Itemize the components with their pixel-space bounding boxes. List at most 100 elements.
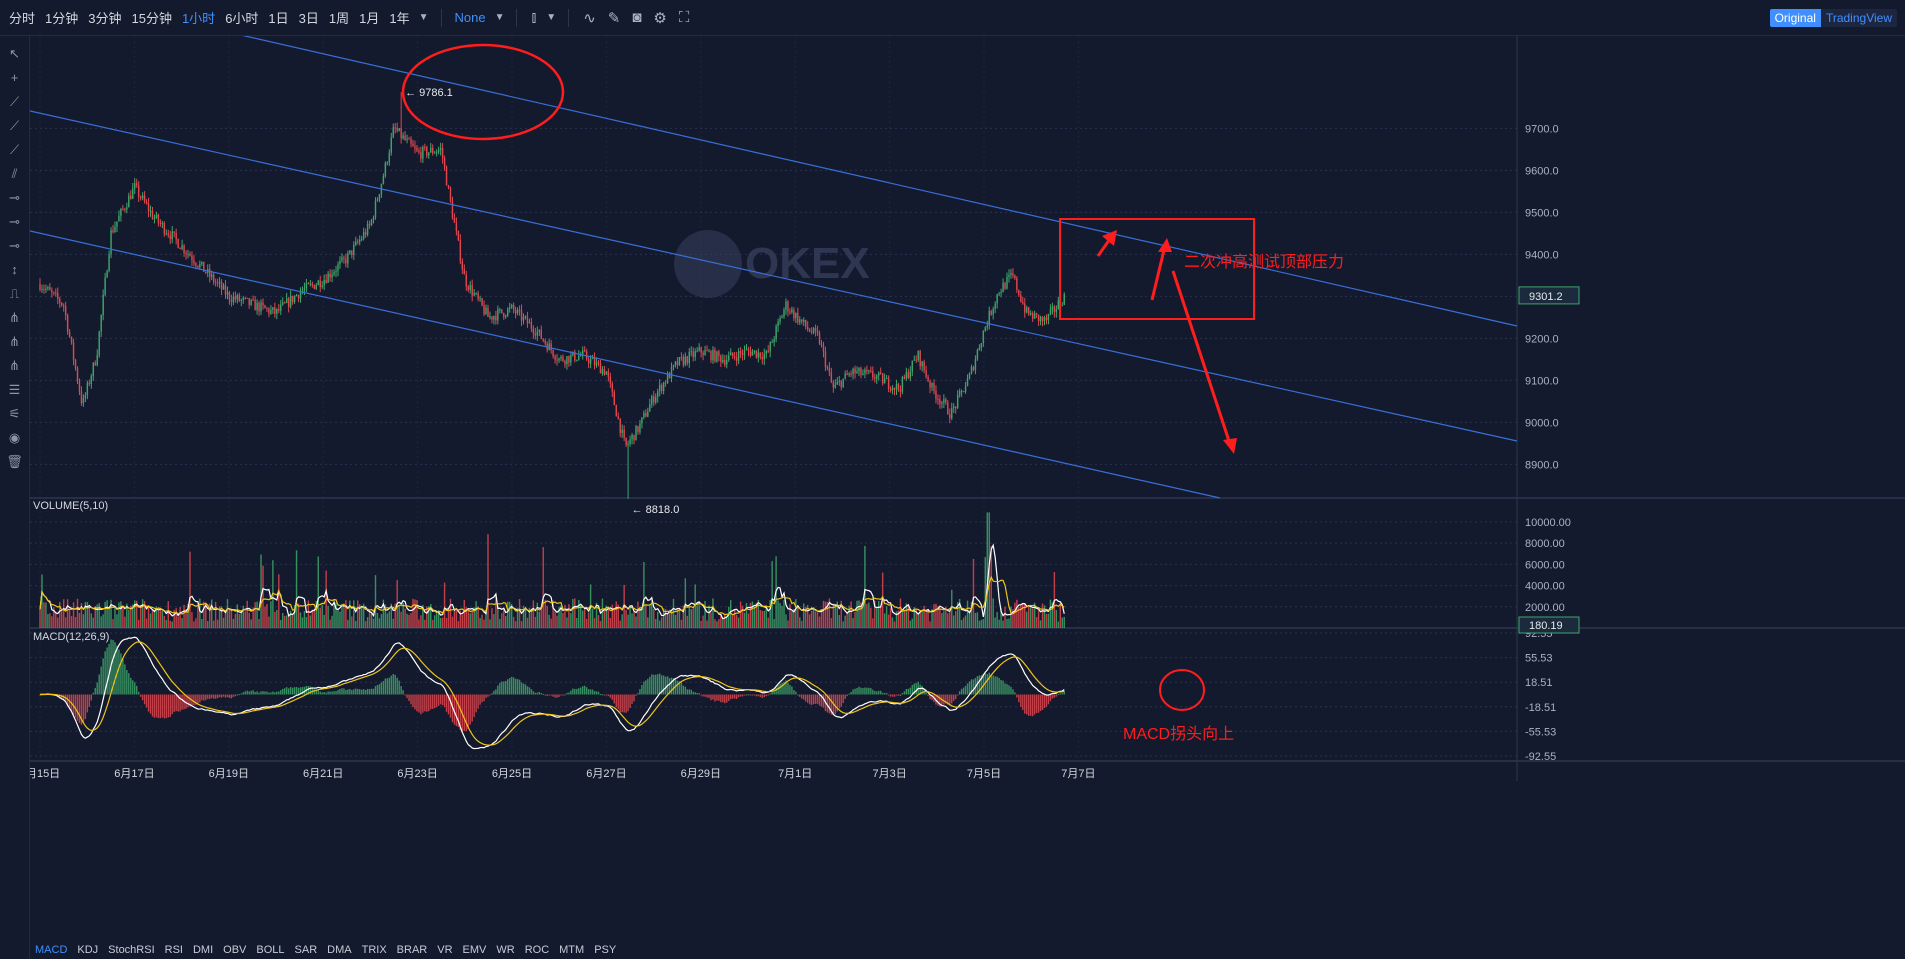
interval-10[interactable]: 1年 (389, 11, 410, 26)
candle-body (617, 416, 619, 419)
indicator-icon[interactable]: ∿ (583, 9, 596, 27)
camera-icon[interactable]: ◙ (632, 9, 642, 26)
candle-body (1014, 275, 1016, 279)
macd-histogram-bar (852, 689, 854, 695)
fib-fan-icon[interactable]: ⋔ (9, 358, 20, 373)
volume-bar (139, 605, 142, 628)
price-line-icon[interactable]: ⎍ (9, 286, 20, 301)
gann-icon[interactable]: ☰ (8, 382, 21, 397)
indicator-tab-emv[interactable]: EMV (462, 944, 487, 956)
indicator-tab-obv[interactable]: OBV (223, 944, 247, 956)
indicator-tab-vr[interactable]: VR (437, 944, 453, 956)
candle-body (643, 413, 645, 418)
source-original-button[interactable]: Original (1769, 9, 1821, 27)
volume-bar (905, 603, 908, 628)
ray-icon[interactable]: ⟋ (9, 118, 20, 133)
indicator-select[interactable]: None (454, 10, 486, 25)
indicator-tab-kdj[interactable]: KDJ (77, 944, 99, 956)
cursor-icon[interactable]: ↖ (9, 46, 20, 61)
indicator-dropdown-icon[interactable]: ▼ (494, 12, 505, 23)
indicator-tab-dmi[interactable]: DMI (192, 944, 214, 956)
visibility-icon[interactable]: ◉ (8, 430, 21, 445)
candle-body (956, 394, 959, 409)
indicator-tab-roc[interactable]: ROC (524, 944, 550, 956)
pitchfork-icon[interactable]: ⋔ (9, 310, 20, 325)
volume-bar (712, 598, 714, 628)
trend-line-icon[interactable]: ⟋ (9, 94, 20, 109)
draw-icon[interactable]: ✎ (607, 9, 621, 27)
indicator-tab-brar[interactable]: BRAR (396, 944, 428, 956)
interval-2[interactable]: 3分钟 (88, 11, 122, 26)
indicator-tab-dma[interactable]: DMA (327, 944, 352, 956)
macd-histogram-bar (173, 694, 175, 712)
candle-body (291, 295, 294, 302)
indicator-tab-sar[interactable]: SAR (294, 944, 318, 956)
parallel-channel-icon[interactable]: ⫽ (11, 166, 18, 181)
settings-icon[interactable]: ⚙ (653, 9, 667, 27)
volume-bar (489, 619, 491, 628)
candle-type-icon[interactable]: ⫾ (531, 9, 537, 26)
macd-histogram-bar (276, 691, 278, 695)
interval-6[interactable]: 1日 (268, 11, 289, 26)
candle-body (921, 361, 923, 367)
candle-body (147, 203, 150, 212)
interval-7[interactable]: 3日 (298, 11, 319, 26)
price-range-icon[interactable]: ⊸ (9, 238, 20, 253)
macd-histogram-bar (903, 691, 906, 695)
indicator-tab-mtm[interactable]: MTM (559, 944, 585, 956)
indicator-tab-macd[interactable]: MACD (35, 944, 68, 956)
candle-body (49, 287, 51, 291)
volume-bar (106, 600, 108, 628)
candle-body (574, 351, 576, 361)
interval-0[interactable]: 分时 (9, 11, 36, 26)
volume-bar (832, 603, 835, 628)
candle-body (376, 199, 379, 201)
candle-body (495, 316, 497, 321)
volume-bar (1039, 620, 1042, 628)
interval-9[interactable]: 1月 (359, 11, 380, 26)
crosshair-icon[interactable]: + (10, 70, 19, 85)
volume-bar (635, 616, 637, 628)
indicator-tab-rsi[interactable]: RSI (164, 944, 183, 956)
candle-body (629, 439, 631, 444)
indicator-tab-wr[interactable]: WR (496, 944, 515, 956)
chart-canvas[interactable]: 8900.09000.09100.09200.09300.09400.09500… (30, 36, 1905, 944)
interval-1[interactable]: 1分钟 (45, 11, 79, 26)
indicator-tab-trix[interactable]: TRIX (361, 944, 387, 956)
indicator-tab-boll[interactable]: BOLL (256, 944, 285, 956)
candle-body (992, 308, 994, 315)
indicator-tab-stochrsi[interactable]: StochRSI (108, 944, 155, 956)
volume-bar (773, 618, 775, 628)
interval-dropdown-icon[interactable]: ▼ (418, 12, 429, 23)
macd-histogram-bar (510, 676, 513, 695)
macd-histogram-bar (566, 692, 568, 695)
volume-bar (112, 619, 114, 628)
macd-histogram-bar (763, 694, 765, 698)
interval-4[interactable]: 1小时 (181, 11, 216, 26)
candle-body (891, 387, 894, 391)
interval-8[interactable]: 1周 (328, 11, 350, 26)
extended-line-icon[interactable]: ⟋ (9, 142, 20, 157)
volume-bar (1012, 609, 1014, 628)
elliott-icon[interactable]: ⚟ (8, 406, 21, 421)
indicator-tab-psy[interactable]: PSY (594, 944, 617, 956)
volume-bar (134, 600, 136, 628)
trash-icon[interactable]: 🗑 (6, 454, 23, 469)
macd-histogram-bar (753, 694, 756, 696)
macd-histogram-bar (951, 694, 953, 704)
source-tradingview-button[interactable]: TradingView (1820, 9, 1897, 27)
interval-3[interactable]: 15分钟 (131, 11, 172, 26)
fib-icon[interactable]: ⋔ (9, 334, 20, 349)
volume-bar (388, 611, 391, 628)
candle-body (171, 231, 173, 240)
horizontal-ray-icon[interactable]: ⊸ (9, 214, 20, 229)
candle-body (47, 287, 49, 289)
horizontal-line-icon[interactable]: ⊸ (9, 190, 20, 205)
interval-5[interactable]: 6小时 (225, 11, 259, 26)
candle-type-dropdown-icon[interactable]: ▼ (546, 12, 557, 23)
candle-body (337, 264, 339, 272)
vertical-line-icon[interactable]: ↕ (11, 262, 18, 277)
fullscreen-icon[interactable]: ⛶ (678, 9, 690, 26)
macd-histogram-bar (112, 639, 114, 695)
volume-bar (447, 607, 450, 628)
